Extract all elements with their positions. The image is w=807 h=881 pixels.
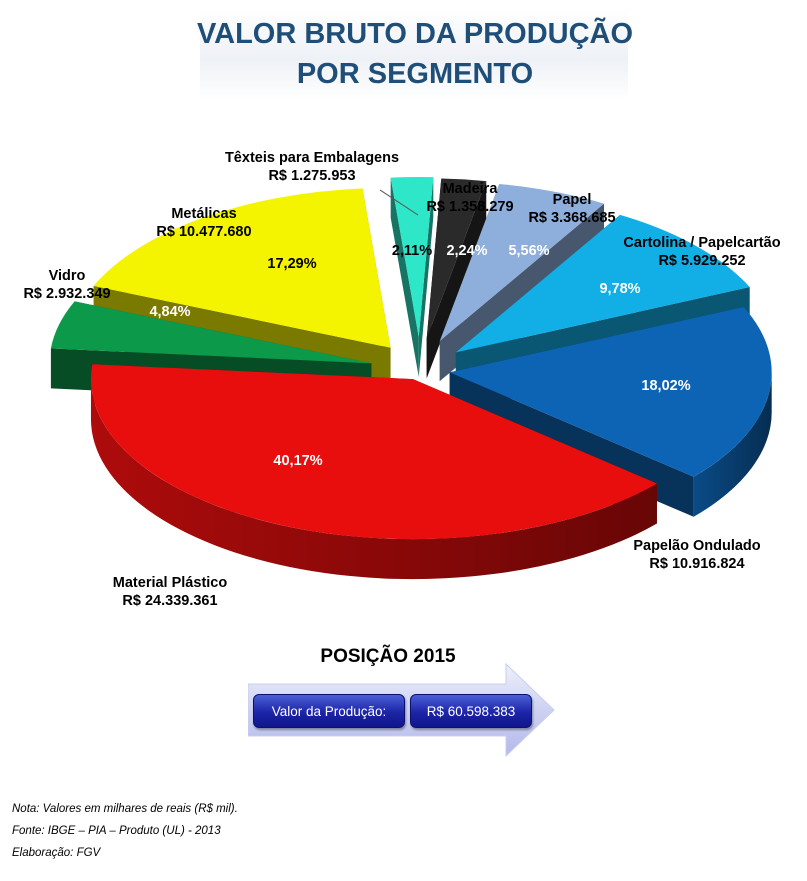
slice-wall bbox=[418, 177, 434, 378]
slice-value-label: R$ 1.275.953 bbox=[268, 168, 355, 184]
slice-name-label: Têxteis para Embalagens bbox=[225, 150, 399, 166]
chart-title: VALOR BRUTO DA PRODUÇÃO POR SEGMENTO bbox=[150, 14, 680, 94]
slice-top bbox=[439, 183, 605, 342]
source-text: Fonte: IBGE – PIA – Produto (UL) - 2013 bbox=[12, 825, 221, 837]
slice-value-label: R$ 1.358.279 bbox=[426, 199, 513, 215]
slice-top bbox=[449, 306, 772, 477]
footnotes: Nota: Valores em milhares de reais (R$ m… bbox=[12, 798, 238, 864]
slice-percent-label: 2,24% bbox=[446, 243, 487, 259]
slice-percent-label: 9,78% bbox=[599, 281, 640, 297]
slice-wall bbox=[390, 177, 419, 378]
position-title: POSIÇÃO 2015 bbox=[320, 646, 456, 667]
slice-percent-label: 40,17% bbox=[273, 453, 322, 469]
slice-outer-wall bbox=[90, 379, 657, 580]
slice-6 bbox=[90, 364, 657, 580]
slice-value-label: R$ 24.339.361 bbox=[122, 593, 217, 609]
slice-name-label: Madeira bbox=[443, 181, 499, 197]
pie-slices bbox=[50, 177, 772, 580]
slice-name-label: Papel bbox=[553, 192, 592, 208]
pie-labels: Têxteis para Embalagens R$ 1.275.953 2,11%… bbox=[23, 150, 780, 609]
slice-name-label: Metálicas bbox=[171, 206, 236, 222]
title-line-1: VALOR BRUTO DA PRODUÇÃO bbox=[196, 18, 634, 50]
slice-outer-wall bbox=[693, 372, 772, 517]
slice-top bbox=[93, 188, 391, 348]
slice-percent-label: 18,02% bbox=[641, 378, 690, 394]
slice-wall bbox=[426, 181, 487, 379]
leader-line bbox=[379, 189, 419, 216]
production-value-box: R$ 60.598.383 bbox=[410, 694, 532, 728]
slice-name-label: Cartolina / Papelcartão bbox=[623, 235, 780, 251]
slice-name-label: Material Plástico bbox=[113, 575, 228, 591]
slice-top bbox=[50, 301, 372, 364]
slice-value-label: R$ 10.916.824 bbox=[649, 556, 744, 572]
slice-2 bbox=[426, 178, 487, 379]
slice-top bbox=[390, 177, 434, 338]
pie-chart: Têxteis para Embalagens R$ 1.275.953 2,11%… bbox=[23, 150, 780, 609]
slice-1 bbox=[390, 177, 434, 378]
slice-top bbox=[426, 178, 487, 339]
title-band bbox=[200, 8, 628, 100]
production-label-box: Valor da Produção: bbox=[253, 694, 405, 728]
slice-value-label: R$ 2.932.349 bbox=[23, 286, 110, 302]
slice-value-label: R$ 10.477.680 bbox=[156, 224, 251, 240]
slice-percent-label: 2,11% bbox=[392, 243, 432, 259]
slice-percent-label: 17,29% bbox=[267, 256, 316, 272]
title-line-2: POR SEGMENTO bbox=[296, 58, 534, 90]
credit-text: Elaboração: FGV bbox=[12, 847, 101, 859]
slice-name-label: Vidro bbox=[49, 268, 86, 284]
slice-value-label: R$ 3.368.685 bbox=[528, 210, 615, 226]
note-text: Nota: Valores em milhares de reais (R$ m… bbox=[12, 803, 238, 815]
slice-top bbox=[90, 364, 657, 540]
slice-value-label: R$ 5.929.252 bbox=[658, 253, 745, 269]
slice-percent-label: 5,56% bbox=[508, 243, 549, 259]
slice-percent-label: 4,84% bbox=[149, 304, 190, 320]
slice-top bbox=[455, 214, 750, 353]
slice-name-label: Papelão Ondulado bbox=[633, 538, 760, 554]
